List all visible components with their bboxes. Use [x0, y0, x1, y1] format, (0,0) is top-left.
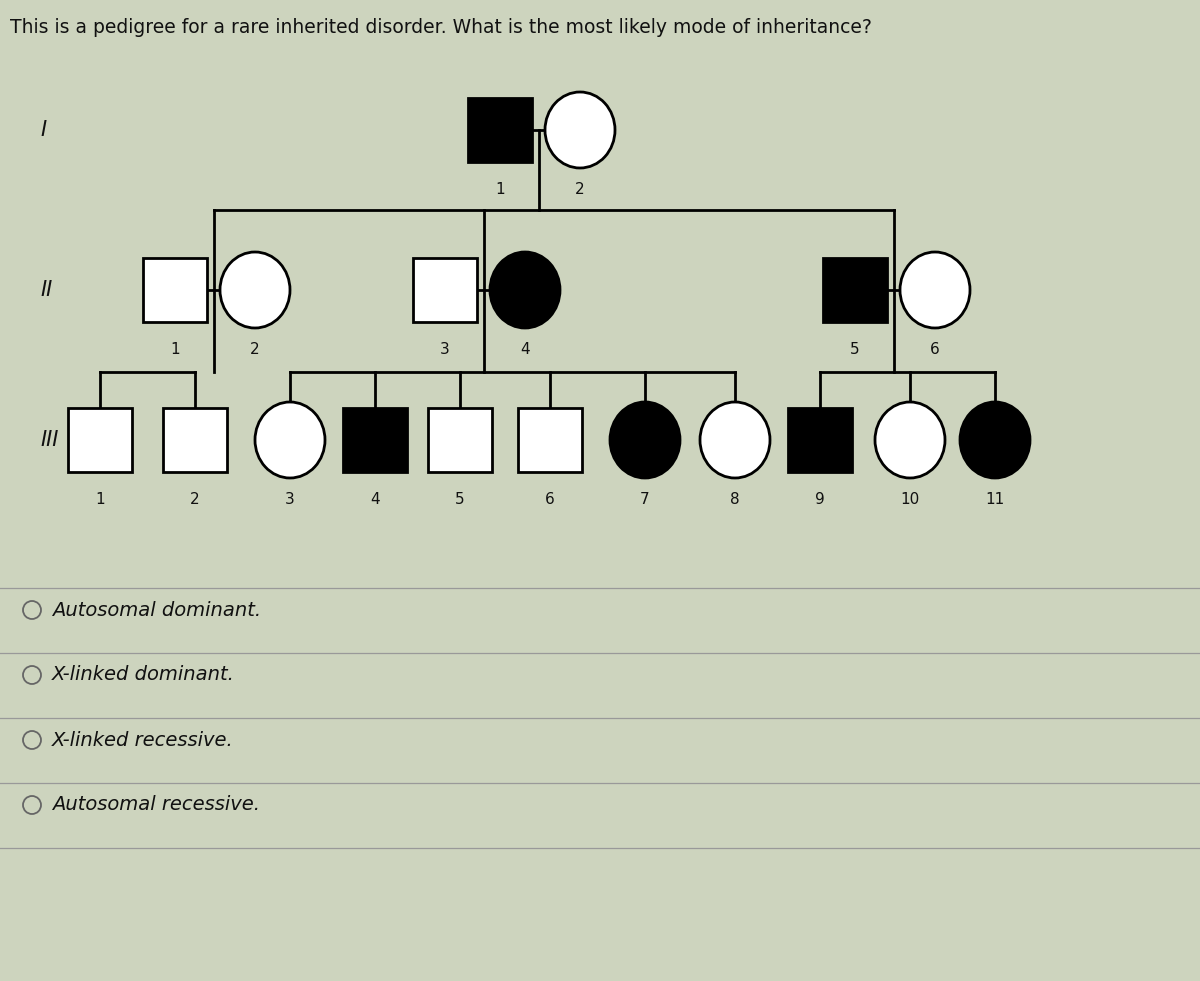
Text: I: I: [40, 120, 46, 140]
Bar: [518, 408, 582, 472]
Text: 5: 5: [850, 342, 860, 357]
Ellipse shape: [900, 252, 970, 328]
Bar: [343, 408, 407, 472]
Text: 1: 1: [496, 182, 505, 197]
Text: 7: 7: [640, 492, 650, 507]
Text: X-linked recessive.: X-linked recessive.: [52, 731, 234, 749]
Ellipse shape: [875, 402, 946, 478]
Text: 3: 3: [286, 492, 295, 507]
Text: 5: 5: [455, 492, 464, 507]
Bar: [468, 98, 532, 162]
Bar: [788, 408, 852, 472]
Text: 2: 2: [575, 182, 584, 197]
Text: 6: 6: [930, 342, 940, 357]
Text: 11: 11: [985, 492, 1004, 507]
Ellipse shape: [960, 402, 1030, 478]
Text: III: III: [40, 430, 59, 450]
Ellipse shape: [490, 252, 560, 328]
Ellipse shape: [256, 402, 325, 478]
Text: 4: 4: [520, 342, 530, 357]
Text: 9: 9: [815, 492, 824, 507]
Bar: [163, 408, 227, 472]
Text: 2: 2: [190, 492, 200, 507]
Text: 1: 1: [170, 342, 180, 357]
Text: X-linked dominant.: X-linked dominant.: [52, 665, 235, 685]
Ellipse shape: [220, 252, 290, 328]
Text: II: II: [40, 280, 53, 300]
Ellipse shape: [700, 402, 770, 478]
Ellipse shape: [610, 402, 680, 478]
Text: 8: 8: [730, 492, 740, 507]
Text: 2: 2: [250, 342, 260, 357]
Text: 1: 1: [95, 492, 104, 507]
Bar: [143, 258, 208, 322]
Text: 10: 10: [900, 492, 919, 507]
Ellipse shape: [545, 92, 616, 168]
Text: 3: 3: [440, 342, 450, 357]
Bar: [413, 258, 478, 322]
Text: 6: 6: [545, 492, 554, 507]
Bar: [428, 408, 492, 472]
Text: Autosomal dominant.: Autosomal dominant.: [52, 600, 262, 619]
Text: Autosomal recessive.: Autosomal recessive.: [52, 796, 260, 814]
Bar: [823, 258, 887, 322]
Bar: [68, 408, 132, 472]
Text: This is a pedigree for a rare inherited disorder. What is the most likely mode o: This is a pedigree for a rare inherited …: [10, 18, 872, 37]
Text: 4: 4: [370, 492, 380, 507]
